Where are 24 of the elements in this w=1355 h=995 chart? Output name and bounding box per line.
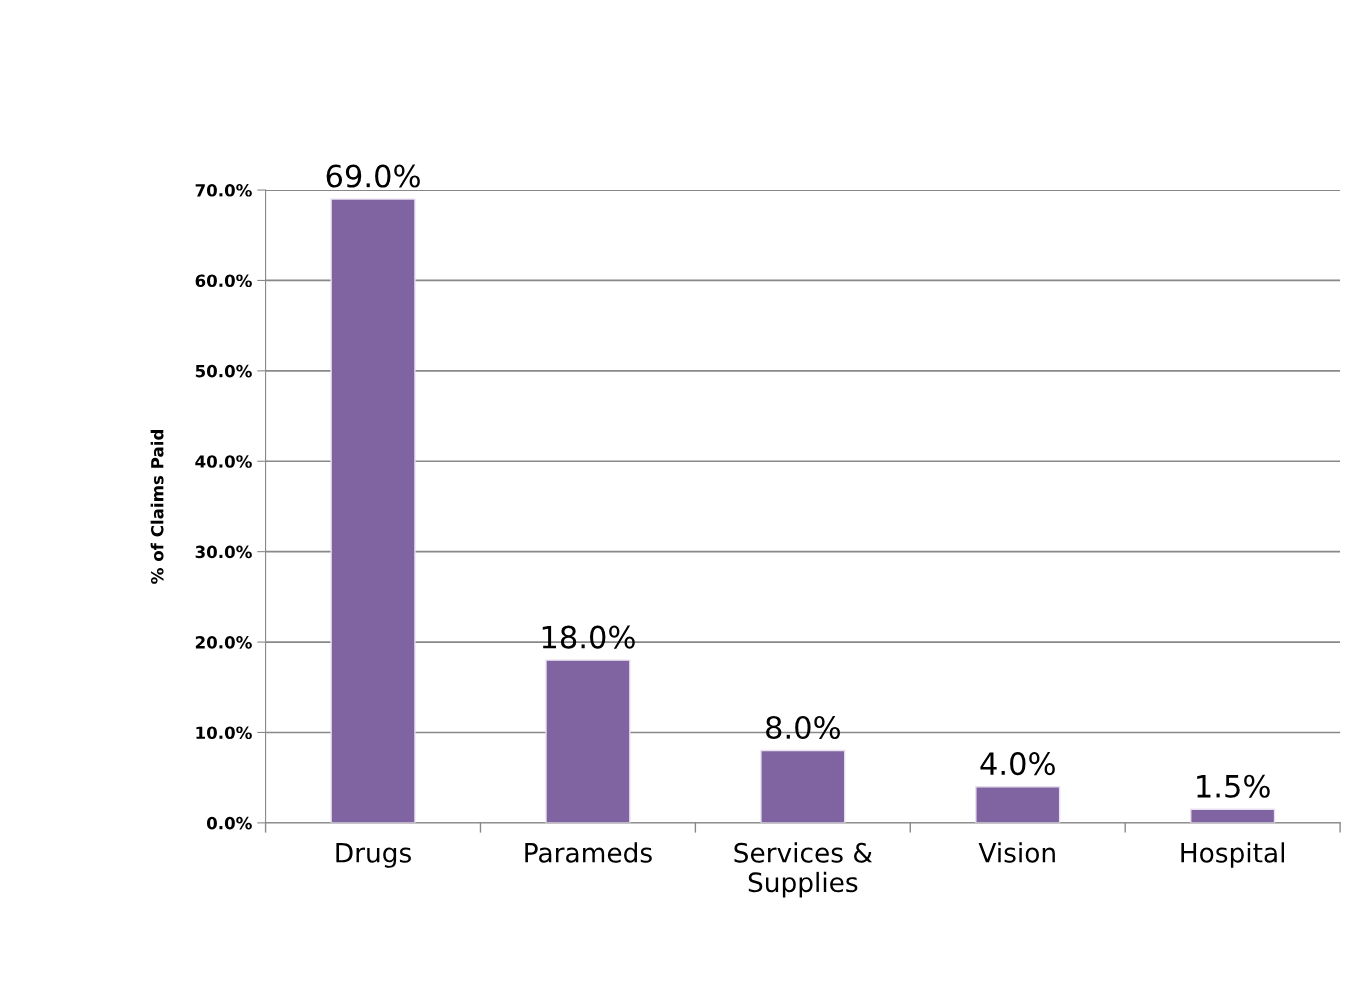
y-tick-label: 40.0% (195, 455, 252, 468)
bar (545, 659, 631, 823)
x-tick-label: Hospital (1181, 842, 1284, 868)
y-axis-title: % of Claims Paid (150, 430, 164, 584)
bar (1190, 808, 1276, 823)
x-tick-label: Services & Supplies (734, 842, 873, 898)
y-tick-label: 0.0% (206, 816, 252, 830)
bar (330, 198, 416, 823)
y-tick-label: 10.0% (196, 726, 252, 740)
y-tick-label: 50.0% (195, 364, 252, 378)
y-tick-label: 20.0% (195, 636, 252, 649)
y-tick-label: 30.0% (195, 545, 252, 559)
x-tick-label: Parameds (525, 842, 652, 863)
data-label: 18.0% (542, 625, 635, 649)
data-label: 1.5% (1197, 774, 1270, 798)
data-label: 4.0% (980, 752, 1055, 776)
data-label: 8.0% (766, 715, 840, 740)
x-tick-label: Vision (978, 842, 1055, 863)
data-label: 69.0% (326, 164, 420, 188)
bar (760, 749, 846, 823)
bar (975, 786, 1061, 823)
y-tick-label: 70.0% (195, 184, 252, 197)
y-tick-label: 60.0% (195, 274, 252, 288)
x-tick-label: Drugs (336, 843, 411, 868)
